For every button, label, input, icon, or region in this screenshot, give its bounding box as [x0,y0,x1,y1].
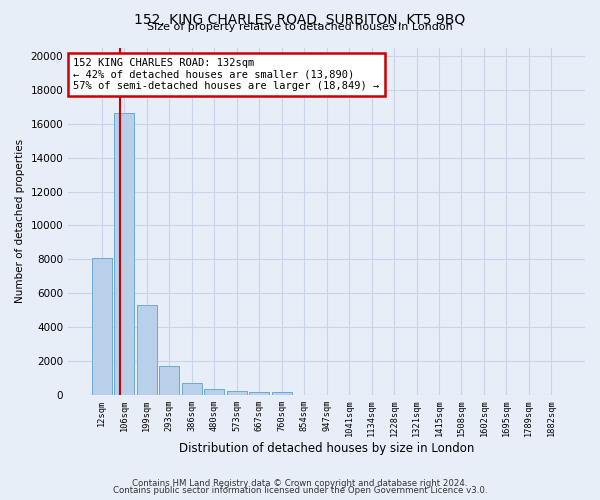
Bar [249,392,269,395]
Bar [182,383,202,395]
Text: 152, KING CHARLES ROAD, SURBITON, KT5 9BQ: 152, KING CHARLES ROAD, SURBITON, KT5 9B… [134,12,466,26]
Text: Contains HM Land Registry data © Crown copyright and database right 2024.: Contains HM Land Registry data © Crown c… [132,478,468,488]
X-axis label: Distribution of detached houses by size in London: Distribution of detached houses by size … [179,442,474,455]
Text: 152 KING CHARLES ROAD: 132sqm
← 42% of detached houses are smaller (13,890)
57% : 152 KING CHARLES ROAD: 132sqm ← 42% of d… [73,58,380,91]
Bar [114,113,134,395]
Bar [159,366,179,395]
Y-axis label: Number of detached properties: Number of detached properties [15,139,25,303]
Bar [137,305,157,395]
Bar [227,392,247,395]
Bar [92,258,112,395]
Text: Size of property relative to detached houses in London: Size of property relative to detached ho… [147,22,453,32]
Bar [204,389,224,395]
Text: Contains public sector information licensed under the Open Government Licence v3: Contains public sector information licen… [113,486,487,495]
Bar [272,392,292,395]
